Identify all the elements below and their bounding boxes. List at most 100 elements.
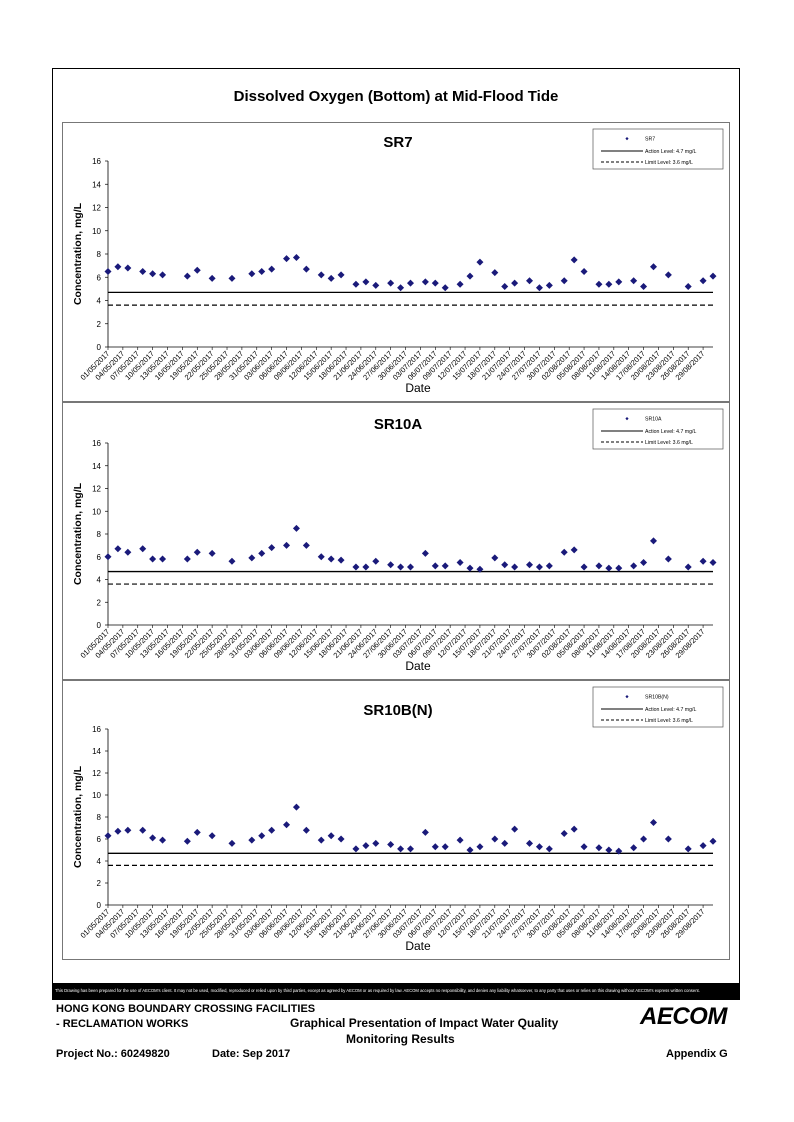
y-tick-label: 10 xyxy=(92,507,101,516)
data-point xyxy=(317,271,325,279)
data-point xyxy=(684,283,692,291)
data-point xyxy=(258,832,266,840)
data-point xyxy=(570,256,578,264)
data-point xyxy=(149,555,157,563)
data-point xyxy=(570,825,578,833)
data-point xyxy=(317,553,325,561)
data-point xyxy=(397,284,405,292)
data-point xyxy=(159,836,167,844)
y-tick-label: 16 xyxy=(92,725,101,734)
data-point xyxy=(362,278,370,286)
data-point xyxy=(491,554,499,562)
data-point xyxy=(580,563,588,571)
data-point xyxy=(292,524,300,532)
data-point xyxy=(248,554,256,562)
data-point xyxy=(501,839,509,847)
y-tick-label: 4 xyxy=(97,297,102,306)
data-point xyxy=(640,283,648,291)
data-point xyxy=(292,253,300,261)
data-point xyxy=(466,272,474,280)
data-point xyxy=(327,555,335,563)
chart-panel-sr10bn: SR10B(N) 0 2 4 6 8 10 12 14 16 Concentration, mg/L… xyxy=(62,680,730,960)
data-point xyxy=(114,545,122,553)
y-tick-label: 0 xyxy=(97,901,102,910)
data-point xyxy=(456,280,464,288)
data-point xyxy=(104,267,112,275)
data-point xyxy=(699,842,707,850)
page-frame xyxy=(52,68,740,1000)
data-point xyxy=(615,278,623,286)
data-point xyxy=(183,555,191,563)
data-point xyxy=(283,541,291,549)
data-point xyxy=(640,558,648,566)
project-number: Project No.: 60249820 xyxy=(56,1048,170,1060)
data-point xyxy=(664,835,672,843)
data-point xyxy=(649,537,657,545)
data-point xyxy=(421,549,429,557)
data-point xyxy=(456,558,464,566)
y-tick-label: 0 xyxy=(97,621,102,630)
data-point xyxy=(431,562,439,570)
data-point xyxy=(397,563,405,571)
data-point xyxy=(709,837,717,845)
legend-series-label: SR10B(N) xyxy=(645,695,669,701)
data-point xyxy=(595,280,603,288)
page-title: Dissolved Oxygen (Bottom) at Mid-Flood T… xyxy=(233,88,559,105)
data-point xyxy=(268,265,276,273)
appendix-label: Appendix G xyxy=(666,1048,728,1060)
data-point xyxy=(407,279,414,287)
data-point xyxy=(302,541,310,549)
data-point xyxy=(302,265,310,273)
data-point xyxy=(664,555,672,563)
data-point xyxy=(258,267,266,275)
chart-svg: SR10B(N) 0 2 4 6 8 10 12 14 16 Concentration, mg/L… xyxy=(72,686,724,953)
chart-title: SR10A xyxy=(374,416,423,433)
data-point xyxy=(501,283,509,291)
y-tick-label: 10 xyxy=(92,791,101,800)
data-point xyxy=(526,561,534,569)
data-point xyxy=(283,255,291,263)
data-point xyxy=(580,843,588,851)
aecom-logo: AECOM xyxy=(640,1003,727,1030)
y-tick-label: 0 xyxy=(97,343,102,352)
data-point xyxy=(268,826,276,834)
data-point xyxy=(327,274,335,282)
x-axis-label: Date xyxy=(405,381,431,395)
data-point xyxy=(183,272,191,280)
data-point xyxy=(709,272,717,280)
data-point xyxy=(228,839,236,847)
data-point xyxy=(545,845,553,853)
data-point xyxy=(248,270,256,278)
data-point xyxy=(149,834,157,842)
legend-series-label: SR10A xyxy=(645,417,662,423)
data-point xyxy=(352,845,360,853)
y-tick-label: 6 xyxy=(97,553,102,562)
data-point xyxy=(228,274,236,282)
x-axis-label: Date xyxy=(405,939,431,953)
data-point xyxy=(684,563,692,571)
data-point xyxy=(208,832,216,840)
data-point xyxy=(372,557,380,565)
y-tick-label: 4 xyxy=(97,576,102,585)
data-point xyxy=(431,279,439,287)
data-point xyxy=(649,263,657,271)
data-point xyxy=(149,270,157,278)
data-point xyxy=(139,826,147,834)
data-point xyxy=(387,279,395,287)
data-point xyxy=(421,828,429,836)
y-tick-label: 12 xyxy=(92,204,101,213)
data-point xyxy=(352,563,360,571)
description-line1: Graphical Presentation of Impact Water Q… xyxy=(290,1016,559,1030)
data-point xyxy=(397,845,405,853)
data-point xyxy=(526,839,534,847)
data-point xyxy=(560,830,568,837)
data-point xyxy=(545,281,553,289)
data-point xyxy=(124,826,132,834)
data-point xyxy=(535,284,543,292)
data-point xyxy=(208,549,216,557)
y-tick-label: 2 xyxy=(97,598,102,607)
data-point xyxy=(159,271,167,279)
data-point xyxy=(159,555,167,563)
data-point xyxy=(372,281,380,289)
data-point xyxy=(466,564,474,572)
